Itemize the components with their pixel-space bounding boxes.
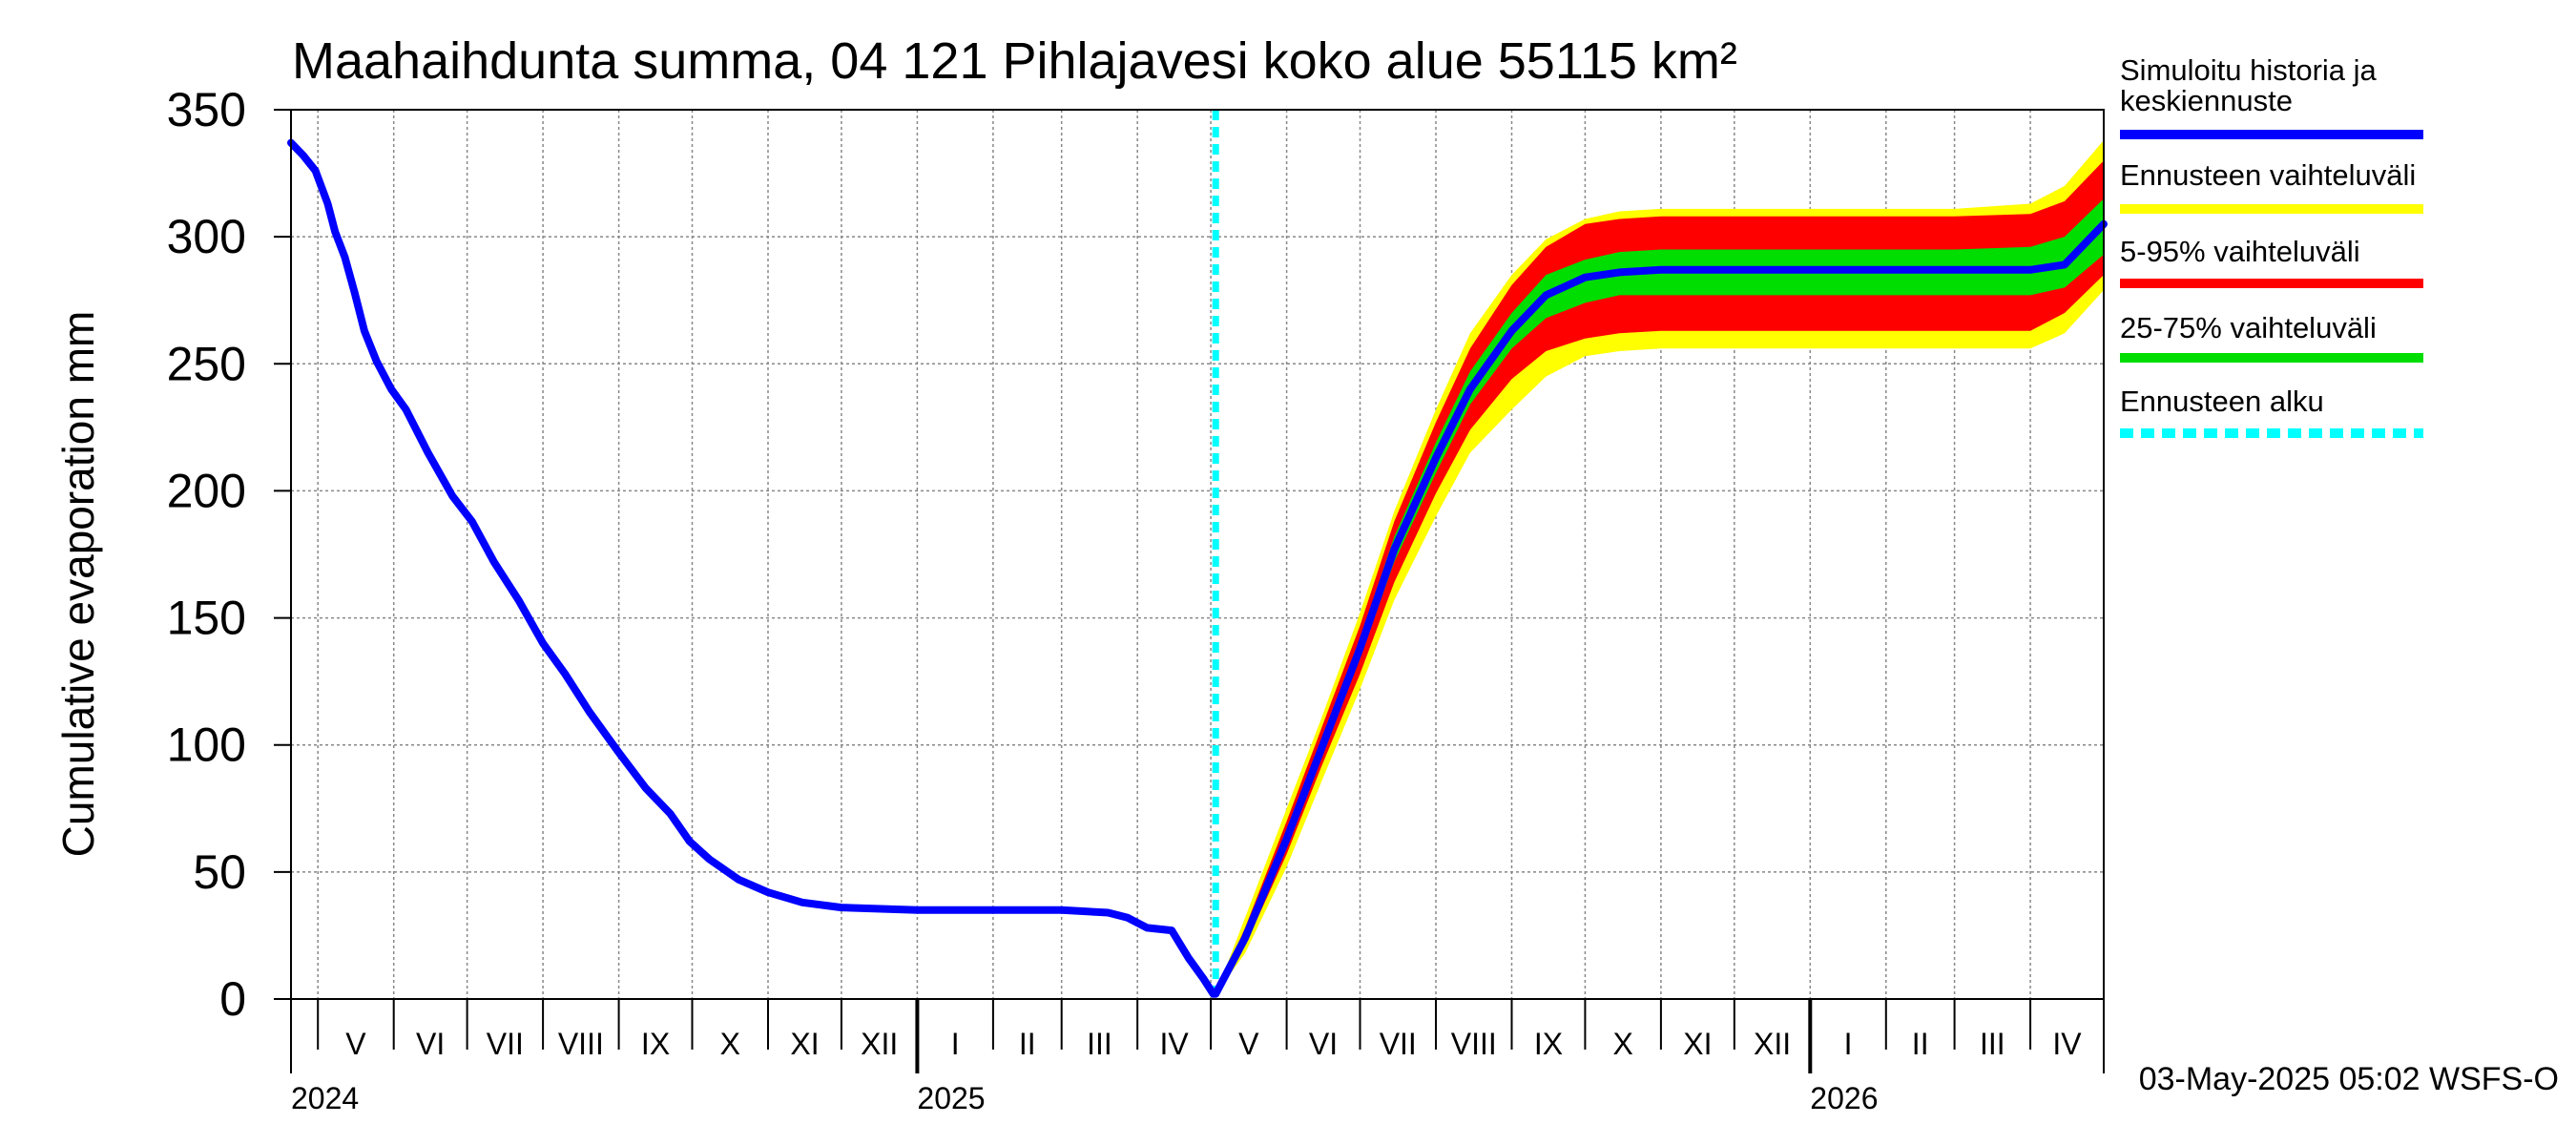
month-label: III bbox=[1980, 1027, 2005, 1061]
year-label: 2025 bbox=[917, 1081, 985, 1115]
month-label: IX bbox=[1534, 1027, 1563, 1061]
month-label: XI bbox=[1683, 1027, 1712, 1061]
month-label: I bbox=[1844, 1027, 1853, 1061]
forecast-bands bbox=[1215, 140, 2104, 994]
month-label: V bbox=[1238, 1027, 1259, 1061]
month-label: VI bbox=[1309, 1027, 1338, 1061]
y-axis-label: Cumulative evaporation mm bbox=[53, 311, 103, 858]
month-label: V bbox=[345, 1027, 366, 1061]
month-label: VI bbox=[416, 1027, 445, 1061]
month-label: IX bbox=[641, 1027, 670, 1061]
legend-label: keskiennuste bbox=[2120, 84, 2293, 117]
y-tick-label: 150 bbox=[167, 592, 246, 645]
month-label: II bbox=[1912, 1027, 1929, 1061]
legend-label: 25-75% vaihteluväli bbox=[2120, 311, 2377, 344]
month-label: XII bbox=[1754, 1027, 1791, 1061]
y-tick-label: 100 bbox=[167, 718, 246, 772]
timestamp: 03-May-2025 05:02 WSFS-O bbox=[2139, 1061, 2559, 1097]
plot-frame bbox=[290, 109, 2105, 1000]
legend-label: Ennusteen vaihteluväli bbox=[2120, 158, 2416, 192]
y-tick-label: 250 bbox=[167, 337, 246, 390]
median-forecast-line bbox=[1212, 219, 2108, 998]
year-label: 2024 bbox=[291, 1081, 359, 1115]
data-lines bbox=[287, 110, 2108, 999]
month-label: X bbox=[1612, 1027, 1632, 1061]
chart-title: Maahaihdunta summa, 04 121 Pihlajavesi k… bbox=[292, 32, 1737, 90]
month-label: IV bbox=[1160, 1027, 1190, 1061]
y-tick-label: 50 bbox=[193, 845, 246, 899]
history-line bbox=[287, 138, 1217, 998]
band-5-95-vaihteluv-li bbox=[1215, 160, 2104, 994]
month-label: III bbox=[1087, 1027, 1112, 1061]
month-label: I bbox=[951, 1027, 960, 1061]
month-label: X bbox=[720, 1027, 740, 1061]
y-tick-label: 300 bbox=[167, 210, 246, 263]
y-tick-label: 0 bbox=[219, 972, 246, 1026]
month-label: VIII bbox=[1451, 1027, 1497, 1061]
year-label: 2026 bbox=[1810, 1081, 1878, 1115]
legend-label: Simuloitu historia ja bbox=[2120, 53, 2378, 87]
month-label: II bbox=[1019, 1027, 1036, 1061]
legend-label: Ennusteen alku bbox=[2120, 385, 2324, 418]
month-label: VII bbox=[487, 1027, 524, 1061]
legend-label: 5-95% vaihteluväli bbox=[2120, 235, 2360, 268]
y-tick-label: 200 bbox=[167, 464, 246, 517]
month-label: IV bbox=[2052, 1027, 2082, 1061]
month-label: XII bbox=[861, 1027, 898, 1061]
month-label: VIII bbox=[558, 1027, 604, 1061]
y-tick-label: 350 bbox=[167, 83, 246, 136]
month-label: VII bbox=[1380, 1027, 1417, 1061]
month-label: XI bbox=[790, 1027, 819, 1061]
band-25-75-vaihteluv-li bbox=[1215, 198, 2104, 994]
